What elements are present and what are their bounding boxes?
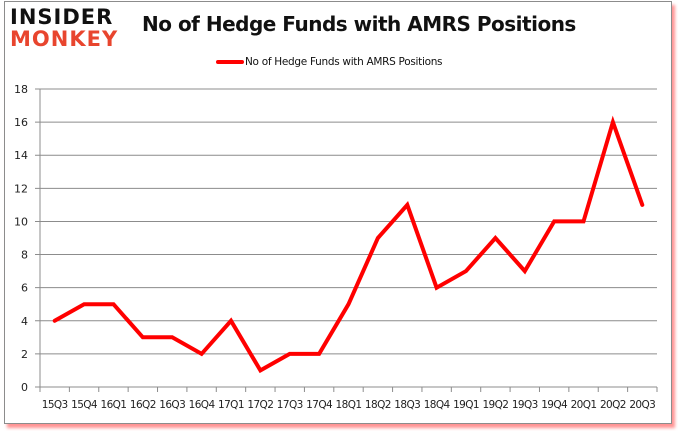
logo-line-2: MONKEY xyxy=(10,27,119,51)
legend-line-swatch xyxy=(216,60,244,64)
x-tick-label: 15Q4 xyxy=(71,399,98,411)
x-tick-label: 20Q2 xyxy=(600,399,626,411)
x-tick-label: 16Q1 xyxy=(100,399,126,411)
x-tick-label: 18Q1 xyxy=(336,399,362,411)
legend-label: No of Hedge Funds with AMRS Positions xyxy=(245,56,443,68)
x-axis: 15Q3 15Q4 16Q1 16Q2 16Q3 16Q4 17Q1 17Q2 17Q3 17Q4… xyxy=(39,387,658,411)
y-tick-label: 12 xyxy=(14,182,28,195)
y-tick-label: 4 xyxy=(21,315,28,328)
x-tick-label: 17Q3 xyxy=(277,399,303,411)
y-tick-label: 0 xyxy=(21,381,28,394)
y-tick-label: 6 xyxy=(21,282,28,295)
x-tick-label: 18Q3 xyxy=(394,399,420,411)
y-tick-label: 10 xyxy=(14,215,28,228)
x-tick-label: 19Q1 xyxy=(453,399,479,411)
y-tick-label: 18 xyxy=(14,83,28,96)
y-tick-label: 2 xyxy=(21,348,28,361)
x-tick-label: 16Q2 xyxy=(130,399,156,411)
gridlines xyxy=(35,88,657,388)
y-axis: 0 2 4 6 8 10 12 14 16 18 xyxy=(14,83,41,394)
x-tick-label: 17Q1 xyxy=(218,399,244,411)
x-tick-label: 19Q2 xyxy=(482,399,508,411)
data-series-line xyxy=(52,115,645,374)
x-tick-label: 18Q4 xyxy=(424,399,451,411)
x-tick-label: 16Q3 xyxy=(159,399,185,411)
x-tick-label: 19Q3 xyxy=(512,399,538,411)
y-tick-label: 16 xyxy=(14,116,28,129)
x-tick-label: 16Q4 xyxy=(189,399,216,411)
logo-line-1: INSIDER xyxy=(10,5,114,29)
x-tick-label: 20Q1 xyxy=(571,399,597,411)
x-tick-label: 20Q3 xyxy=(629,399,655,411)
x-tick-label: 19Q4 xyxy=(541,399,568,411)
insider-monkey-logo: INSIDER MONKEY xyxy=(10,6,130,54)
x-tick-label: 15Q3 xyxy=(42,399,68,411)
y-tick-label: 14 xyxy=(14,149,28,162)
x-tick-label: 17Q2 xyxy=(247,399,273,411)
y-tick-label: 8 xyxy=(21,249,28,262)
chart-legend: No of Hedge Funds with AMRS Positions xyxy=(216,54,443,70)
chart-title: No of Hedge Funds with AMRS Positions xyxy=(142,12,576,36)
x-tick-label: 17Q4 xyxy=(306,399,333,411)
x-tick-label: 18Q2 xyxy=(365,399,391,411)
